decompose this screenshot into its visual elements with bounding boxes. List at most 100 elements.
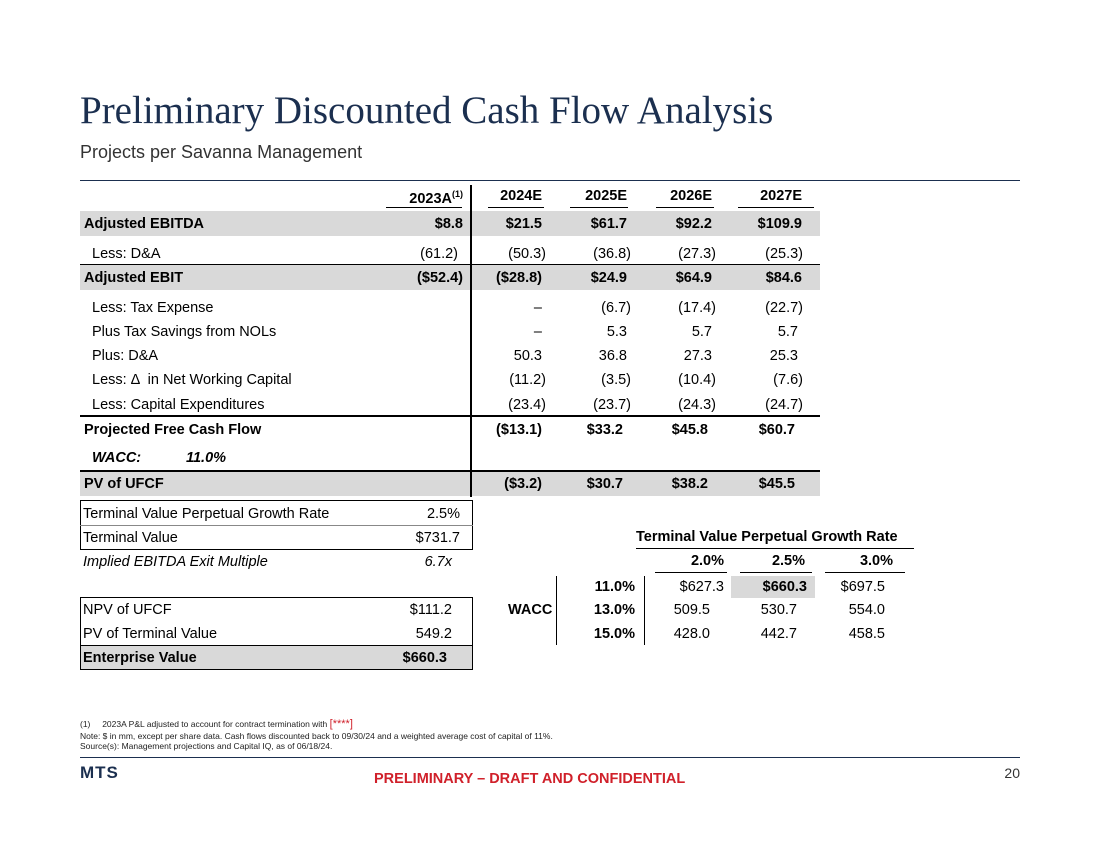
tv-growth-label: Terminal Value Perpetual Growth Rate bbox=[83, 506, 330, 522]
footer-rule bbox=[80, 757, 1020, 758]
table-cell: $30.7 bbox=[586, 476, 623, 492]
sensitivity-cell: 458.5 bbox=[848, 626, 885, 642]
growth-header: 3.0% bbox=[859, 553, 893, 569]
row-label-adjusted-ebit: Adjusted EBIT bbox=[84, 270, 184, 286]
exit-multiple-label: Implied EBITDA Exit Multiple bbox=[83, 554, 268, 570]
sensitivity-cell: 442.7 bbox=[760, 626, 797, 642]
table-cell: ($52.4) bbox=[417, 270, 463, 286]
ev-label: Enterprise Value bbox=[83, 650, 197, 666]
growth-header: 2.5% bbox=[771, 553, 805, 569]
header-underline bbox=[570, 207, 628, 208]
table-cell: (24.3) bbox=[678, 397, 716, 413]
wacc-axis-label: WACC bbox=[508, 602, 553, 618]
table-cell: ($28.8) bbox=[496, 270, 542, 286]
sensitivity-cell: $627.3 bbox=[679, 579, 724, 595]
table-cell: (27.3) bbox=[678, 246, 716, 262]
footnote-text: 2023A P&L adjusted to account for contra… bbox=[102, 719, 328, 729]
footnote-1: (1) 2023A P&L adjusted to account for co… bbox=[80, 718, 353, 730]
title-divider bbox=[80, 180, 1020, 181]
exit-multiple-value: 6.7x bbox=[424, 554, 452, 570]
table-cell: (7.6) bbox=[773, 372, 803, 388]
col-header-2026e: 2026E bbox=[670, 188, 712, 204]
row-rule bbox=[80, 470, 820, 472]
col-header-2027e: 2027E bbox=[760, 188, 802, 204]
table-cell: $33.2 bbox=[586, 422, 623, 438]
table-cell: (11.2) bbox=[509, 372, 546, 388]
footnote-note: Note: $ in mm, except per share data. Ca… bbox=[80, 731, 553, 741]
redacted-text: [****] bbox=[329, 718, 353, 730]
wacc-label: WACC: bbox=[92, 450, 142, 466]
table-cell: 27.3 bbox=[683, 348, 712, 364]
tv-growth-value: 2.5% bbox=[426, 506, 460, 522]
col-header-2024e: 2024E bbox=[500, 188, 542, 204]
table-cell: $24.9 bbox=[590, 270, 627, 286]
table-cell: $21.5 bbox=[505, 216, 542, 232]
table-cell: $8.8 bbox=[434, 216, 463, 232]
page-title: Preliminary Discounted Cash Flow Analysi… bbox=[80, 89, 774, 132]
row-shade-ebit bbox=[80, 265, 820, 290]
table-cell: $109.9 bbox=[757, 216, 802, 232]
growth-header: 2.0% bbox=[690, 553, 724, 569]
page-subtitle: Projects per Savanna Management bbox=[80, 142, 363, 162]
header-underline bbox=[738, 207, 814, 208]
table-cell: (24.7) bbox=[765, 397, 803, 413]
ev-value: $660.3 bbox=[402, 650, 447, 666]
table-cell: $64.9 bbox=[675, 270, 712, 286]
header-underline bbox=[636, 548, 914, 549]
table-cell: $45.8 bbox=[671, 422, 708, 438]
row-label-tax-expense: Less: Tax Expense bbox=[92, 300, 214, 316]
mts-logo: MTS bbox=[80, 763, 119, 782]
row-label-pv-ufcf: PV of UFCF bbox=[84, 476, 164, 492]
table-cell: 5.7 bbox=[777, 324, 798, 340]
header-underline bbox=[488, 207, 544, 208]
row-shade-ev bbox=[81, 646, 472, 669]
pvtv-label: PV of Terminal Value bbox=[83, 626, 218, 642]
table-cell: – bbox=[533, 300, 542, 316]
sensitivity-cell: 554.0 bbox=[848, 602, 885, 618]
header-underline bbox=[656, 207, 714, 208]
table-cell: 25.3 bbox=[769, 348, 798, 364]
table-cell: (36.8) bbox=[593, 246, 631, 262]
sensitivity-cell-base: $660.3 bbox=[762, 579, 807, 595]
tv-value: $731.7 bbox=[415, 530, 460, 546]
table-cell: (3.5) bbox=[601, 372, 631, 388]
row-rule bbox=[80, 525, 473, 526]
wacc-rate: 15.0% bbox=[593, 626, 635, 642]
table-cell: (50.3) bbox=[508, 246, 546, 262]
col-header-2023a: 2023A(1) bbox=[409, 189, 463, 207]
table-cell: (6.7) bbox=[601, 300, 631, 316]
sensitivity-cell: 428.0 bbox=[673, 626, 710, 642]
table-cell: $92.2 bbox=[675, 216, 712, 232]
sensitivity-title: Terminal Value Perpetual Growth Rate bbox=[636, 529, 898, 545]
row-rule bbox=[80, 645, 473, 646]
row-label-nwc: Less: Δ in Net Working Capital bbox=[92, 372, 292, 388]
table-cell: $61.7 bbox=[590, 216, 627, 232]
table-cell: $38.2 bbox=[671, 476, 708, 492]
footnote-marker: (1) bbox=[80, 719, 91, 729]
table-cell: (10.4) bbox=[678, 372, 716, 388]
wacc-rate: 13.0% bbox=[593, 602, 635, 618]
sensitivity-cell: 509.5 bbox=[673, 602, 710, 618]
wacc-rate: 11.0% bbox=[594, 579, 635, 595]
table-cell: (17.4) bbox=[678, 300, 716, 316]
table-cell: 36.8 bbox=[598, 348, 627, 364]
col-header-2025e: 2025E bbox=[585, 188, 627, 204]
pvtv-value: 549.2 bbox=[415, 626, 452, 642]
column-divider bbox=[470, 185, 472, 497]
row-rule bbox=[80, 264, 820, 265]
row-label-adjusted-ebitda: Adjusted EBITDA bbox=[84, 216, 205, 232]
npv-value: $111.2 bbox=[409, 602, 452, 618]
header-underline bbox=[655, 572, 727, 573]
confidential-banner: PRELIMINARY – DRAFT AND CONFIDENTIAL bbox=[374, 771, 686, 787]
table-cell: $45.5 bbox=[758, 476, 795, 492]
table-cell: (61.2) bbox=[420, 246, 458, 262]
table-cell: 5.7 bbox=[691, 324, 712, 340]
row-shade-pv bbox=[80, 472, 820, 496]
row-shade-ebitda bbox=[80, 211, 820, 236]
sensitivity-cell: $697.5 bbox=[840, 579, 885, 595]
row-label-capex: Less: Capital Expenditures bbox=[92, 397, 265, 413]
header-underline bbox=[740, 572, 812, 573]
table-cell: (23.7) bbox=[593, 397, 631, 413]
wacc-value: 11.0% bbox=[186, 450, 227, 466]
npv-label: NPV of UFCF bbox=[83, 602, 172, 618]
